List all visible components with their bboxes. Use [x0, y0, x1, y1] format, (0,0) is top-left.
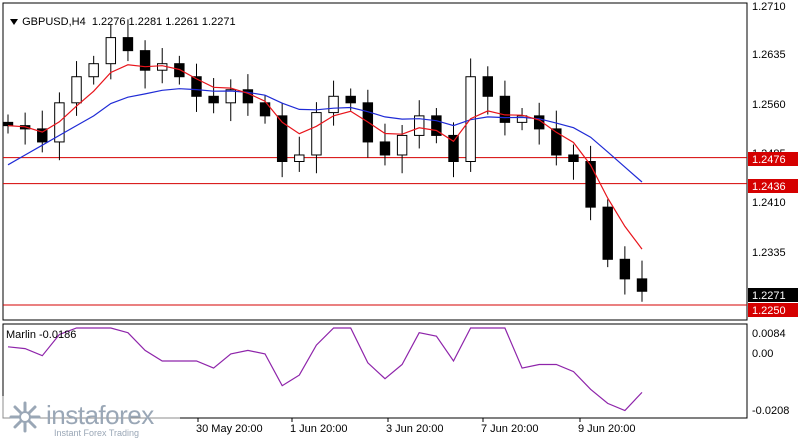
fast-moving-average-line [7, 64, 643, 250]
price-tick: 1.2335 [752, 247, 786, 259]
candle-body[interactable] [414, 115, 425, 136]
candle-body[interactable] [499, 95, 511, 123]
time-label: 3 Jun 20:00 [386, 423, 444, 435]
candle-body[interactable] [328, 95, 339, 114]
dropdown-triangle-icon[interactable] [10, 19, 19, 26]
indicator-tick: -0.0208 [752, 405, 789, 417]
symbol-label: GBPUSD,H4 [22, 16, 86, 28]
marlin-oscillator-line [7, 327, 643, 412]
candle-body[interactable] [379, 141, 391, 156]
candle-body[interactable] [191, 76, 202, 97]
logo-wordmark: instaforex [46, 400, 154, 430]
logo-tagline: Instant Forex Trading [54, 428, 140, 438]
level-label-box [748, 303, 798, 317]
candle-body[interactable] [551, 128, 562, 156]
candle-body[interactable] [242, 89, 254, 104]
horizontal-levels [3, 157, 747, 306]
indicator-axis: 0.0084 0.00 -0.0208 [752, 328, 789, 417]
candle-body[interactable] [294, 154, 305, 163]
time-axis-ticks [197, 418, 581, 422]
candle-body[interactable] [105, 37, 117, 65]
candle-body[interactable] [71, 76, 82, 104]
candle-body[interactable] [37, 128, 48, 143]
price-tick: 1.2635 [752, 49, 786, 61]
candle-body[interactable] [396, 134, 408, 156]
candle-body[interactable] [311, 112, 322, 156]
instaforex-logo-icon [9, 401, 41, 433]
ohlc-values: 1.2276 1.2281 1.2261 1.2271 [91, 16, 236, 28]
candle-body[interactable] [174, 63, 185, 78]
candle-body[interactable] [636, 278, 648, 292]
candle-body[interactable] [448, 134, 459, 163]
level-label: 1.2436 [752, 181, 786, 193]
candle-body[interactable] [602, 206, 613, 260]
indicator-tick: 0.00 [752, 348, 773, 360]
price-tick: 1.2710 [752, 1, 786, 13]
time-label: 1 Jun 20:00 [290, 423, 348, 435]
candle-body[interactable] [225, 89, 236, 104]
candle-body[interactable] [88, 63, 99, 78]
level-label: 1.2250 [752, 305, 786, 317]
time-label: 9 Jun 20:00 [578, 423, 636, 435]
candle-body[interactable] [516, 115, 528, 123]
candle-body[interactable] [139, 50, 151, 71]
candle-body[interactable] [2, 121, 14, 127]
indicator-tick: 0.0084 [752, 328, 786, 340]
time-label: 30 May 20:00 [196, 423, 263, 435]
candle-body[interactable] [208, 95, 219, 104]
candle-body[interactable] [122, 37, 134, 52]
slow-moving-average-line [7, 88, 643, 183]
price-tick: 1.2410 [752, 197, 786, 209]
chart-header: GBPUSD,H4 1.2276 1.2281 1.2261 1.2271 [4, 4, 236, 28]
candle-body[interactable] [533, 115, 545, 130]
candle-body[interactable] [568, 154, 579, 163]
current-price-label: 1.2271 [752, 290, 786, 302]
candle-body[interactable] [619, 258, 631, 280]
level-label-box [748, 152, 798, 166]
candle-body[interactable] [482, 76, 493, 97]
candle-body[interactable] [585, 161, 596, 208]
candle-body[interactable] [345, 95, 356, 104]
level-label: 1.2476 [752, 154, 786, 166]
current-price-box [748, 288, 798, 302]
candle-body[interactable] [276, 115, 288, 162]
time-label: 7 Jun 20:00 [481, 423, 539, 435]
candle-body[interactable] [259, 102, 271, 117]
price-tick: 1.2560 [752, 99, 786, 111]
level-label-box [748, 179, 798, 193]
candle-body[interactable] [431, 115, 442, 136]
indicator-label: Marlin -0.0186 [6, 329, 77, 341]
price-axis: 1.2710 1.2635 1.2560 1.2485 1.2410 1.233… [752, 1, 786, 259]
